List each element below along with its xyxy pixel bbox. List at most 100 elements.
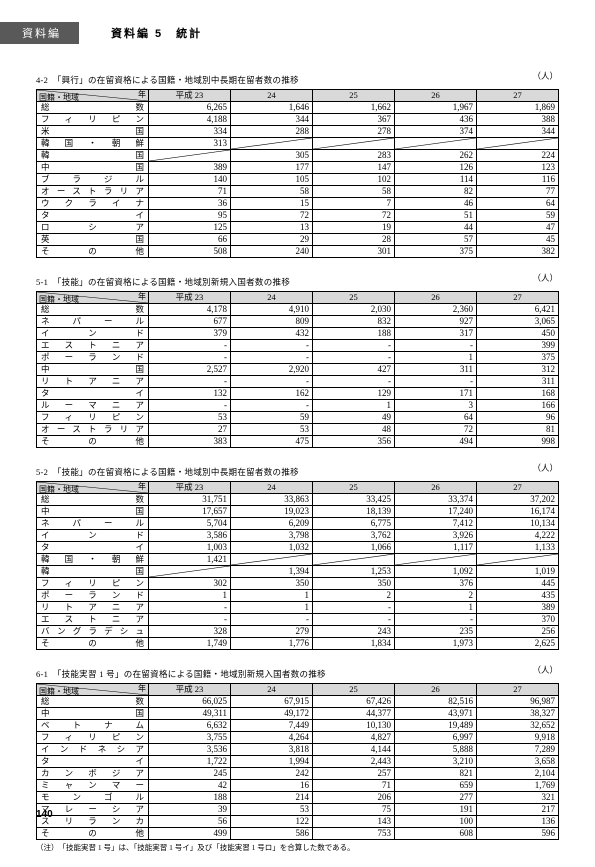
table-cell-diag: [395, 138, 477, 150]
table-cell: 71: [149, 186, 231, 198]
table-row: フィリピン3,7554,2644,8276,9979,918: [37, 732, 559, 744]
table-cell: 95: [149, 210, 231, 222]
table-cell: 288: [231, 126, 313, 138]
table-cell: 102: [313, 174, 395, 186]
page-number: 140: [36, 809, 53, 820]
table-cell: 243: [313, 626, 395, 638]
year-header: 平成 23: [149, 292, 231, 304]
corner-header: 年国籍・地域: [37, 292, 149, 304]
table-cell: 3,798: [231, 530, 313, 542]
row-label: フィリピン: [37, 578, 149, 590]
table-cell: 375: [477, 352, 559, 364]
table-cell: 5,704: [149, 518, 231, 530]
table-cell: -: [395, 614, 477, 626]
table-cell: -: [149, 340, 231, 352]
table-cell: 1,722: [149, 756, 231, 768]
row-label: タイ: [37, 210, 149, 222]
row-label: 韓国: [37, 566, 149, 578]
row-label: オーストラリア: [37, 186, 149, 198]
table-cell: 81: [477, 424, 559, 436]
table-cell: 49: [313, 412, 395, 424]
table-cell: 2,625: [477, 638, 559, 650]
table-row: タイ9572725159: [37, 210, 559, 222]
year-header: 平成 23: [149, 684, 231, 696]
table-cell: 242: [231, 768, 313, 780]
table-cell: -: [313, 340, 395, 352]
table-cell: 499: [149, 828, 231, 840]
table-cell: 66,025: [149, 696, 231, 708]
table-row: フィリピン302350350376445: [37, 578, 559, 590]
table-cell: 2: [313, 590, 395, 602]
row-label: 中国: [37, 708, 149, 720]
row-label: リトアニア: [37, 376, 149, 388]
table-cell: 59: [477, 210, 559, 222]
table-cell: 4,222: [477, 530, 559, 542]
table-cell: 659: [395, 780, 477, 792]
row-label: カンボジア: [37, 768, 149, 780]
table-cell: 1: [231, 602, 313, 614]
row-label: インド: [37, 328, 149, 340]
table-cell: -: [231, 614, 313, 626]
row-label: オーストラリア: [37, 424, 149, 436]
table-cell: 19: [313, 222, 395, 234]
table-unit: （人）: [532, 70, 558, 82]
table-cell: 19,023: [231, 506, 313, 518]
table-cell: 6,997: [395, 732, 477, 744]
row-label: ウクライナ: [37, 198, 149, 210]
row-label: タイ: [37, 388, 149, 400]
table-cell: 1,003: [149, 542, 231, 554]
row-label: 中国: [37, 364, 149, 376]
year-header: 25: [313, 292, 395, 304]
corner-header: 年国籍・地域: [37, 90, 149, 102]
table-cell-diag: [231, 138, 313, 150]
table-cell: 317: [395, 328, 477, 340]
table-cell: 2,030: [313, 304, 395, 316]
table-cell: 832: [313, 316, 395, 328]
row-label: その他: [37, 436, 149, 448]
table-cell: 1,032: [231, 542, 313, 554]
table-cell: -: [149, 400, 231, 412]
table-row: スリランカ56122143100136: [37, 816, 559, 828]
table-cell: 36: [149, 198, 231, 210]
table-cell: 33,374: [395, 494, 477, 506]
table-row: 中国2,5272,920427311312: [37, 364, 559, 376]
year-header: 25: [313, 684, 395, 696]
table-row: その他1,7491,7761,8341,9732,625: [37, 638, 559, 650]
table-cell: 82: [395, 186, 477, 198]
table-cell: 389: [477, 602, 559, 614]
table-cell: 49,172: [231, 708, 313, 720]
table-cell: 1: [313, 400, 395, 412]
table-cell: 301: [313, 246, 395, 258]
table-cell: -: [313, 602, 395, 614]
table-cell: 66: [149, 234, 231, 246]
table-cell-diag: [477, 138, 559, 150]
table-cell: 18,139: [313, 506, 395, 518]
table-cell: 278: [313, 126, 395, 138]
table-cell: 188: [149, 792, 231, 804]
row-label: 総数: [37, 102, 149, 114]
table-row: インド379432188317450: [37, 328, 559, 340]
table-cell: 753: [313, 828, 395, 840]
table-cell: 334: [149, 126, 231, 138]
table-cell: 42: [149, 780, 231, 792]
table-row: 韓国305283262224: [37, 150, 559, 162]
table-cell: 7: [313, 198, 395, 210]
data-table: 年国籍・地域平成 2324252627総数4,1784,9102,0302,36…: [36, 291, 559, 448]
table-cell: 4,827: [313, 732, 395, 744]
table-cell: 383: [149, 436, 231, 448]
table-cell: 48: [313, 424, 395, 436]
table-note: （注） 「技能実習 1 号」は、「技能実習 1 号イ」及び「技能実習 1 号ロ」…: [36, 842, 558, 853]
row-label: 中国: [37, 162, 149, 174]
table-cell: 166: [477, 400, 559, 412]
table-cell: 33,863: [231, 494, 313, 506]
table-cell: 6,265: [149, 102, 231, 114]
table-cell: 3,818: [231, 744, 313, 756]
table-cell: 1,421: [149, 554, 231, 566]
row-label: その他: [37, 828, 149, 840]
table-cell: -: [149, 602, 231, 614]
table-cell: 15: [231, 198, 313, 210]
table-row: ミャンマー4216716591,769: [37, 780, 559, 792]
table-row: 英国6629285745: [37, 234, 559, 246]
year-header: 26: [395, 90, 477, 102]
table-cell: 126: [395, 162, 477, 174]
